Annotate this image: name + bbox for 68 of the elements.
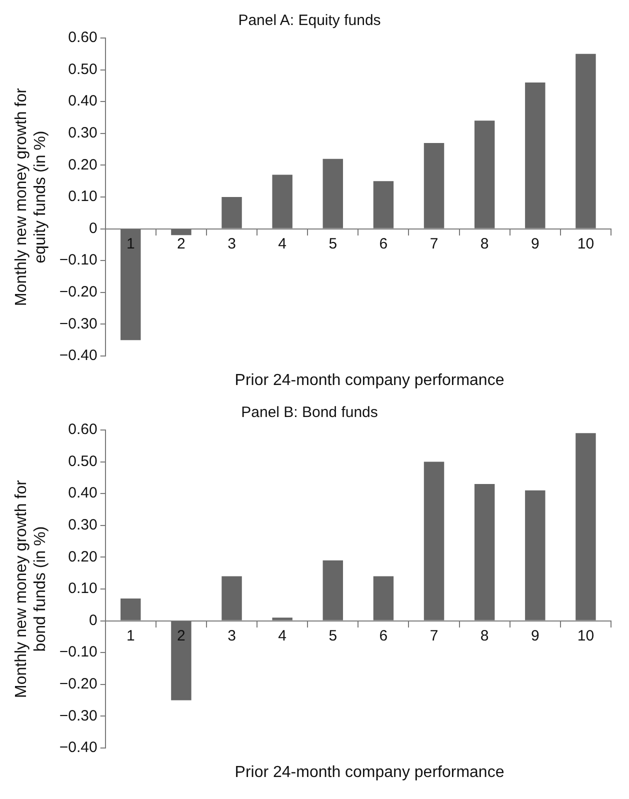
x-tick-label: 4 xyxy=(278,627,286,644)
x-tick-label: 6 xyxy=(379,235,388,252)
y-tick-label: 0.20 xyxy=(68,548,98,566)
bar xyxy=(222,576,242,620)
x-tick-label: 2 xyxy=(177,235,186,252)
bar xyxy=(424,462,444,620)
bar xyxy=(424,142,444,228)
chart-title: Panel A: Equity funds xyxy=(238,12,381,30)
bar xyxy=(525,82,546,228)
y-tick-label: 0.40 xyxy=(68,484,98,502)
x-tick-label: 10 xyxy=(577,627,594,644)
x-tick-label: 6 xyxy=(379,627,388,644)
bar xyxy=(576,54,596,228)
x-tick-label: 1 xyxy=(126,627,135,644)
x-tick-label: 3 xyxy=(228,627,236,644)
x-tick-label: 5 xyxy=(328,235,338,252)
bar xyxy=(171,621,192,700)
bar xyxy=(525,490,546,620)
x-axis-title: Prior 24-month company performance xyxy=(234,764,506,782)
y-tick-label: −0.10 xyxy=(59,252,98,269)
x-tick-label: 3 xyxy=(228,235,236,252)
bar xyxy=(120,229,141,340)
y-tick-label: 0.30 xyxy=(68,124,98,142)
bar xyxy=(171,229,192,236)
bar xyxy=(373,576,394,620)
y-axis-title: Monthly new money growth for bond funds (in %) xyxy=(13,479,50,698)
x-tick-label: 9 xyxy=(530,627,540,644)
y-tick-label: 0 xyxy=(89,220,98,237)
bar xyxy=(474,484,495,620)
bar xyxy=(120,598,141,620)
y-tick-label: 0.40 xyxy=(68,92,98,110)
bar xyxy=(222,197,242,228)
y-tick-label: 0.50 xyxy=(68,60,98,78)
bar xyxy=(272,174,292,228)
x-axis-title: Prior 24-month company performance xyxy=(234,372,506,390)
y-tick-label: −0.20 xyxy=(59,676,98,693)
y-tick-label: 0.60 xyxy=(68,29,98,46)
y-tick-label: 0.10 xyxy=(68,580,98,598)
bar xyxy=(576,433,596,620)
x-tick-label: 9 xyxy=(530,235,540,252)
y-tick-label: 0 xyxy=(89,612,98,629)
y-tick-label: 0.10 xyxy=(68,188,98,206)
x-tick-label: 7 xyxy=(430,235,438,252)
bar xyxy=(272,618,292,620)
x-tick-label: 8 xyxy=(480,627,489,644)
y-tick-label: −0.40 xyxy=(59,739,98,756)
y-tick-label: 0.20 xyxy=(68,156,98,174)
bar xyxy=(322,158,344,228)
x-tick-label: 4 xyxy=(278,235,286,252)
bar xyxy=(474,120,495,228)
y-axis-title: Monthly new money growth for equity funds (in %) xyxy=(13,87,50,306)
x-tick-label: 7 xyxy=(430,627,438,644)
x-tick-label: 8 xyxy=(480,235,489,252)
y-tick-label: −0.20 xyxy=(59,284,98,301)
y-tick-label: −0.30 xyxy=(59,707,98,724)
x-tick-label: 2 xyxy=(177,627,186,644)
y-tick-label: −0.30 xyxy=(59,315,98,332)
bar xyxy=(322,560,344,620)
x-tick-label: 10 xyxy=(577,235,594,252)
y-tick-label: 0.60 xyxy=(68,421,98,438)
bar xyxy=(373,181,394,228)
chart-title: Panel B: Bond funds xyxy=(241,404,378,422)
x-tick-label: 1 xyxy=(126,235,135,252)
y-tick-label: 0.50 xyxy=(68,452,98,470)
y-tick-label: −0.40 xyxy=(59,347,98,364)
y-tick-label: 0.30 xyxy=(68,516,98,534)
y-tick-label: −0.10 xyxy=(59,644,98,661)
x-tick-label: 5 xyxy=(328,627,338,644)
